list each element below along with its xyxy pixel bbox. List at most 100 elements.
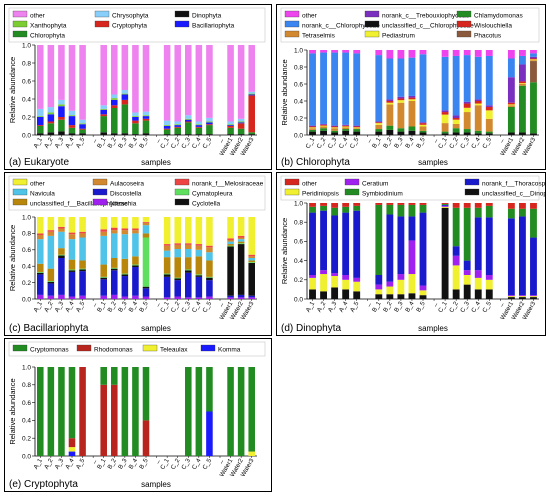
bar-segment [408,101,416,127]
bar-segment [331,128,339,131]
panel-cryptophyta: Cryptomonas Rhodomonas Teleaulax Komma 0.0 0.… [4,338,272,492]
y-tick-label: 1.0 [22,214,31,221]
bar-segment [37,126,44,134]
bar-segment [408,126,416,131]
bar-segment [419,204,427,213]
legend-swatch [364,20,380,28]
bar-segment [68,239,76,260]
bar-segment [58,367,65,456]
bar-segment [485,118,493,132]
bar-segment [47,123,55,133]
legend-label: Teleaulax [160,347,188,354]
x-tick-label: B_4 [128,300,140,314]
panel-bacillariophyta: other Aulacoseira norank_f__Melosiraceae Na… [4,172,272,336]
bar-segment [474,207,482,218]
bar-segment [68,110,76,116]
bar-segment [174,280,181,297]
bar-segment [419,295,427,299]
bar-segment [121,273,129,275]
bar-segment [485,275,493,280]
bar-segment [227,241,234,245]
x-tick-label: C_1 [159,300,171,314]
bar-segment [58,99,65,105]
bar-segment [237,122,245,124]
legend-swatch [344,178,360,186]
legend-label: norank_c__Chlorophyceae [302,23,380,30]
x-tick-label: A_5 [75,457,87,471]
legend-swatch [12,198,28,206]
x-tick-label: B_4 [128,457,140,471]
bar-segment [419,203,427,205]
bar-segment [227,295,234,298]
x-tick-label: _ [89,457,98,465]
bar-segment [142,222,150,226]
legend-swatch [456,30,472,38]
bar-segment [185,269,192,271]
bar-segment [309,275,316,278]
bar-segment [386,203,394,205]
legend-swatch [344,188,360,196]
legend-label: Navicula [30,191,55,198]
bar-segment [185,244,192,249]
bar-segment [79,295,86,299]
legend-swatch [200,344,216,352]
bar-segment [309,203,316,207]
bar-segment [353,131,361,135]
legend-label: other [30,181,46,188]
bar-segment [132,367,139,456]
legend-swatch [174,178,190,186]
bar-segment [248,256,255,258]
legend-label: Discostella [110,191,142,198]
bar-segment [132,256,139,265]
bar-segment [375,121,383,123]
bar-segment [195,275,203,277]
bar-segment [111,94,118,99]
panel-label: (d) Dinophyta [281,323,341,334]
bar-segment [132,228,139,231]
x-tick-label: _ [215,300,224,308]
bar-segment [37,239,44,264]
bar-segment [58,258,65,295]
bar-segment [58,106,65,117]
x-tick-label: B_2 [106,136,118,150]
bar-segment [237,244,245,295]
bar-segment [519,55,526,65]
bar-segment [68,234,76,240]
x-tick-label: A_5 [75,136,87,150]
bar-segment [309,125,316,127]
x-tick-label: C_1 [159,136,171,150]
bar-segment [474,203,482,208]
x-tick-label: _ [152,136,161,144]
bar-segment [519,203,526,209]
y-tick-label: 0.6 [22,78,31,85]
x-tick-label: C_4 [338,136,350,150]
y-tick-label: 1.0 [22,364,31,371]
bar-segment [397,50,405,59]
bar-segment [174,277,181,279]
bar-segment [100,114,107,117]
x-tick-label: C_2 [448,300,460,314]
bar-segment [111,45,118,95]
legend-label: Symbiodinium [362,191,403,198]
x-tick-label: B_3 [393,300,405,314]
bar-segment [408,95,416,98]
bar-segment [100,109,107,115]
bar-segment [463,107,471,113]
bar-segment [132,117,139,121]
bar-segment [530,61,537,83]
bar-segment [227,127,234,135]
y-tick-label: 1.0 [22,42,31,49]
bar-segment [163,126,171,129]
bar-segment [142,111,150,116]
bar-segment [530,50,537,54]
bar-segment [320,274,327,292]
bar-segment [163,45,171,121]
bar-segment [79,129,86,134]
bar-segment [79,233,86,238]
bar-segment [530,53,537,57]
bar-segment [237,45,245,119]
legend-swatch [284,10,300,18]
bar-segment [485,50,493,56]
bar-segment [419,54,427,123]
legend-label: Peridiniopsis [302,191,340,198]
